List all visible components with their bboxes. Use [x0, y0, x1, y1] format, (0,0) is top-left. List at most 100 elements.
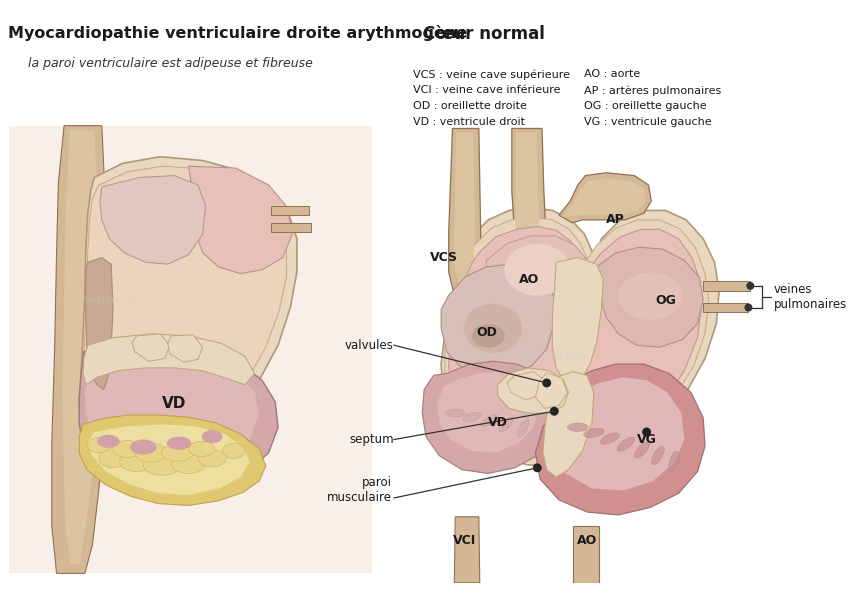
Polygon shape: [85, 353, 259, 472]
Ellipse shape: [167, 437, 191, 450]
Polygon shape: [573, 526, 599, 583]
Polygon shape: [79, 157, 297, 468]
Ellipse shape: [499, 417, 513, 431]
Polygon shape: [271, 223, 311, 232]
Polygon shape: [597, 247, 703, 347]
Text: AP: AP: [606, 214, 625, 226]
Polygon shape: [404, 125, 802, 583]
Circle shape: [543, 379, 551, 387]
Polygon shape: [100, 176, 206, 264]
Ellipse shape: [99, 449, 128, 468]
Text: la paroi ventriculaire est adipeuse et fibreuse: la paroi ventriculaire est adipeuse et f…: [28, 57, 313, 70]
Polygon shape: [449, 226, 701, 455]
Text: © medillus.com: © medillus.com: [65, 295, 143, 305]
Polygon shape: [62, 130, 100, 564]
Polygon shape: [81, 166, 286, 459]
Polygon shape: [189, 166, 292, 274]
Text: OD : oreillette droite: OD : oreillette droite: [413, 101, 527, 111]
Text: VG: VG: [637, 433, 656, 446]
Text: VG : ventricule gauche: VG : ventricule gauche: [585, 117, 712, 127]
Text: septum: septum: [349, 433, 394, 446]
Text: VD: VD: [488, 416, 507, 429]
Text: VD : ventricule droit: VD : ventricule droit: [413, 117, 524, 127]
Circle shape: [747, 283, 754, 289]
Text: VCI : veine cave inférieure: VCI : veine cave inférieure: [413, 85, 560, 95]
Text: AO: AO: [518, 273, 539, 286]
Polygon shape: [562, 178, 646, 217]
Ellipse shape: [130, 440, 156, 455]
Circle shape: [745, 304, 751, 311]
Polygon shape: [536, 364, 705, 515]
Text: © medillus.com: © medillus.com: [507, 352, 586, 362]
Polygon shape: [455, 517, 479, 583]
Text: paroi
musculaire: paroi musculaire: [327, 476, 392, 505]
Polygon shape: [507, 371, 545, 400]
Ellipse shape: [198, 450, 226, 467]
Ellipse shape: [464, 304, 522, 353]
Polygon shape: [88, 424, 250, 495]
Polygon shape: [498, 368, 569, 413]
Text: AP : artères pulmonaires: AP : artères pulmonaires: [585, 85, 722, 95]
Ellipse shape: [600, 433, 620, 444]
Polygon shape: [552, 377, 684, 490]
Polygon shape: [512, 128, 546, 260]
Polygon shape: [79, 415, 266, 505]
Polygon shape: [422, 361, 559, 473]
Text: OG: OG: [655, 293, 676, 307]
Ellipse shape: [162, 444, 193, 461]
Ellipse shape: [652, 446, 665, 465]
Polygon shape: [83, 334, 254, 385]
Text: Myocardiopathie ventriculaire droite arythmogène: Myocardiopathie ventriculaire droite ary…: [8, 25, 467, 41]
Text: veines
pulmonaires: veines pulmonaires: [774, 283, 847, 311]
Circle shape: [551, 407, 558, 415]
Polygon shape: [441, 264, 554, 377]
Text: valvules: valvules: [345, 339, 394, 352]
Circle shape: [643, 428, 650, 436]
Ellipse shape: [504, 244, 570, 296]
Ellipse shape: [617, 437, 635, 451]
Polygon shape: [516, 132, 539, 253]
Text: OG : oreillette gauche: OG : oreillette gauche: [585, 101, 707, 111]
Ellipse shape: [463, 412, 481, 421]
Polygon shape: [167, 335, 202, 362]
Polygon shape: [271, 206, 309, 215]
Polygon shape: [703, 303, 748, 312]
Ellipse shape: [97, 435, 120, 448]
Ellipse shape: [568, 423, 588, 431]
Polygon shape: [536, 373, 568, 409]
Text: AO: AO: [577, 534, 598, 547]
Text: VCI: VCI: [453, 534, 476, 547]
Ellipse shape: [472, 324, 505, 347]
Polygon shape: [543, 371, 594, 477]
Ellipse shape: [634, 442, 649, 458]
Polygon shape: [86, 257, 113, 389]
Ellipse shape: [618, 272, 683, 320]
Polygon shape: [79, 343, 278, 490]
Ellipse shape: [172, 455, 206, 473]
Ellipse shape: [112, 440, 142, 457]
Ellipse shape: [446, 409, 465, 417]
Ellipse shape: [223, 443, 245, 458]
Polygon shape: [559, 173, 651, 223]
Polygon shape: [445, 217, 709, 458]
Polygon shape: [486, 236, 592, 319]
Polygon shape: [703, 281, 751, 290]
Polygon shape: [132, 334, 170, 361]
Ellipse shape: [669, 451, 679, 471]
Ellipse shape: [584, 428, 604, 437]
Circle shape: [534, 464, 541, 472]
Ellipse shape: [189, 442, 215, 457]
Polygon shape: [441, 208, 719, 466]
Polygon shape: [455, 132, 475, 286]
Text: AO : aorte: AO : aorte: [585, 69, 641, 79]
Ellipse shape: [144, 455, 181, 475]
Ellipse shape: [120, 453, 154, 472]
Text: VD: VD: [162, 396, 186, 411]
Ellipse shape: [481, 415, 497, 427]
Text: Cœur normal: Cœur normal: [422, 25, 545, 43]
Polygon shape: [449, 128, 481, 298]
Text: © den.baz: © den.baz: [210, 389, 262, 399]
Polygon shape: [52, 125, 109, 574]
Ellipse shape: [518, 420, 529, 437]
Text: VCS: VCS: [430, 251, 458, 264]
